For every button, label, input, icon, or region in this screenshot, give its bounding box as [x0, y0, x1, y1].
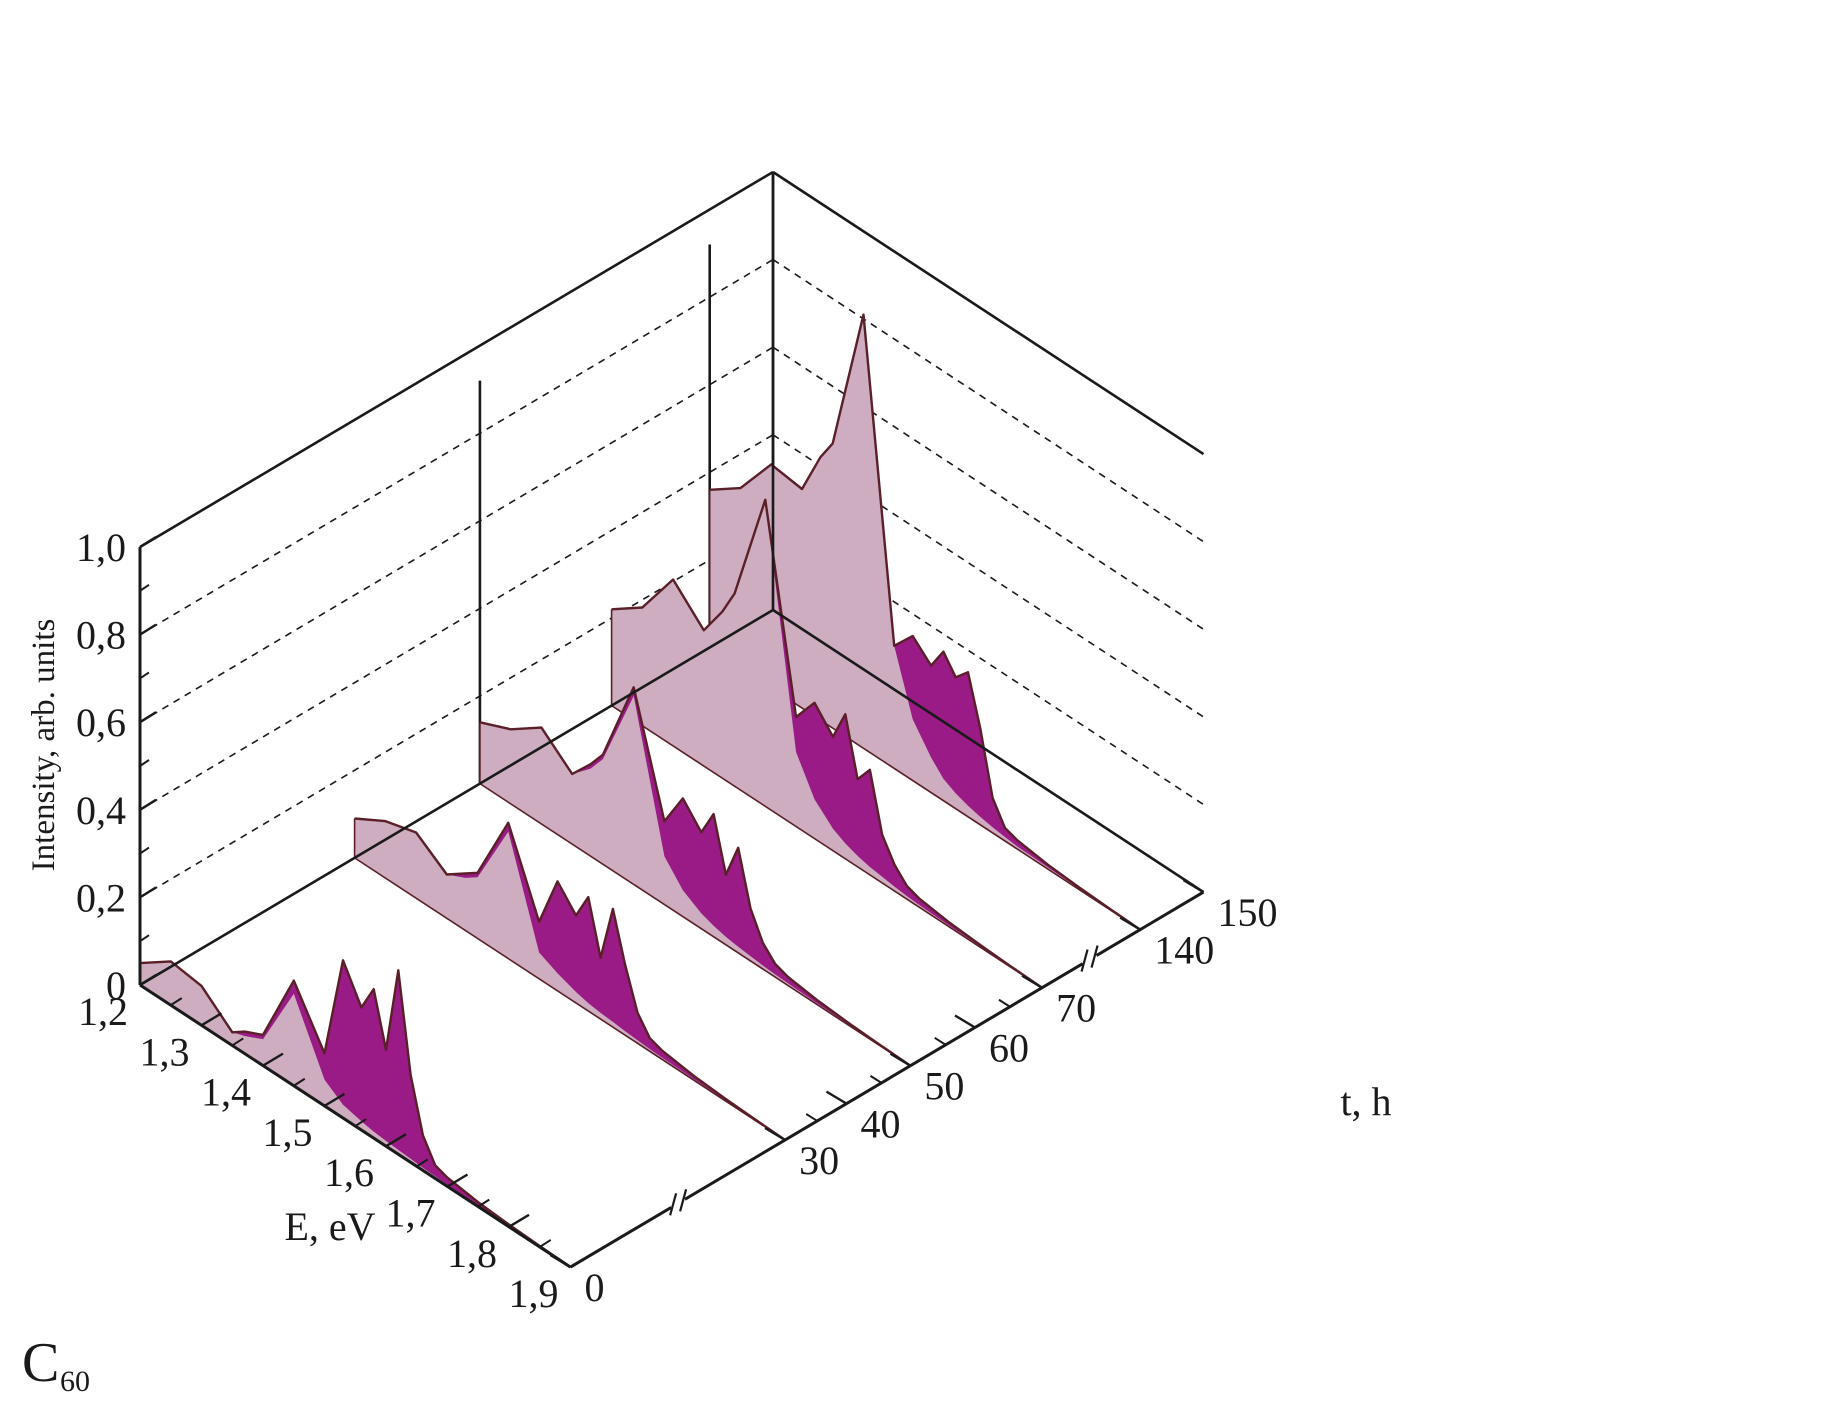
z-tick	[889, 1052, 912, 1067]
x-tick	[262, 1052, 284, 1067]
x-minor-tick	[354, 1118, 367, 1127]
z-minor-tick	[805, 1113, 818, 1122]
series-baseline	[354, 857, 786, 1141]
x-minor-tick	[170, 997, 183, 1006]
series-baseline	[611, 704, 1043, 989]
y-minor-tick	[139, 846, 150, 855]
y-minor-tick	[139, 759, 150, 767]
x-minor-tick	[477, 1198, 490, 1208]
x-tick	[385, 1133, 407, 1148]
compound-subscript: 60	[60, 1365, 90, 1398]
series-line	[611, 498, 1043, 989]
x-axis-title: E, eV	[284, 1204, 375, 1249]
series-line	[139, 959, 572, 1269]
y-tick-label: 0,8	[76, 613, 126, 658]
x-tick	[139, 971, 161, 987]
x-tick-label: 1,6	[324, 1150, 374, 1195]
z-tick-label: 40	[860, 1102, 900, 1147]
gridline	[139, 346, 774, 723]
z-minor-tick	[869, 1075, 882, 1084]
z-tick	[549, 1254, 572, 1269]
y-tick-label: 0,6	[76, 700, 126, 745]
y-tick-label: 0	[106, 963, 126, 1008]
rear-floor-edge	[772, 608, 1205, 894]
x-tick-label: 1,2	[78, 989, 128, 1034]
x-tick-label: 1,9	[509, 1271, 559, 1316]
axis-break-gap	[665, 1188, 691, 1217]
x-minor-tick	[231, 1037, 244, 1047]
z-axis-title: t, h	[1340, 1079, 1391, 1124]
z-tick-label: 60	[989, 1025, 1029, 1070]
y-minor-tick	[139, 934, 150, 943]
series-line	[709, 313, 1141, 931]
chart-series	[139, 313, 1141, 1269]
z-tick	[954, 1014, 976, 1029]
axis-break-mark	[1080, 945, 1099, 972]
x-minor-tick	[416, 1158, 429, 1168]
series-envelope-area	[479, 696, 911, 1066]
z-tick-label: 50	[924, 1064, 964, 1109]
z-axis-line	[569, 890, 1205, 1269]
series-envelope-area	[354, 818, 786, 1140]
x-tick-label: 1,7	[386, 1191, 436, 1236]
y-tick-label: 1,0	[76, 525, 126, 570]
x-minor-tick	[539, 1239, 552, 1248]
y-axis-title: Intensity, arb. units	[26, 619, 62, 872]
z-tick	[764, 1126, 786, 1142]
rear-wall-top-edge	[772, 170, 1205, 456]
z-tick-label: 140	[1154, 928, 1214, 973]
gridline	[139, 434, 774, 811]
y-tick	[139, 711, 157, 724]
x-tick-label: 1,5	[263, 1110, 313, 1155]
x-tick-label: 1,4	[201, 1070, 251, 1115]
axis-break-gap	[1076, 945, 1102, 973]
series-line	[354, 817, 786, 1141]
y-tick-label: 0,4	[76, 788, 126, 833]
x-tick	[200, 1012, 223, 1027]
series-envelope-area	[611, 499, 1043, 988]
z-tick	[1182, 879, 1205, 894]
x-tick-label: 1,3	[140, 1029, 190, 1074]
y-tick-label: 0,2	[76, 875, 126, 920]
y-tick	[139, 798, 157, 811]
axis-break-mark	[669, 1189, 688, 1216]
z-tick-label: 150	[1218, 890, 1278, 935]
x-tick	[323, 1092, 346, 1107]
z-tick-label: 70	[1056, 986, 1096, 1031]
y-tick	[139, 623, 157, 636]
chart-gridlines	[139, 258, 1204, 899]
y-minor-tick	[139, 671, 150, 680]
z-tick	[1021, 974, 1043, 989]
gridline	[139, 258, 774, 636]
y-minor-tick	[139, 583, 150, 592]
z-tick	[1119, 916, 1141, 931]
z-minor-tick	[934, 1036, 947, 1046]
z-minor-tick	[998, 998, 1011, 1008]
compound-symbol: C	[22, 1332, 59, 1394]
chart-ticks: 0 0,2 0,4 0,6 0,8 1,0 1,2 1,31,4 1,51,6 1,71,8 1,9…	[76, 525, 1278, 1316]
z-tick	[825, 1090, 848, 1105]
floor-back-edge	[139, 608, 774, 987]
x-tick-label: 1,8	[447, 1231, 497, 1276]
back-wall-top-edge	[139, 170, 774, 549]
y-tick	[139, 886, 157, 899]
series-line	[479, 686, 912, 1067]
compound-label: C 60	[22, 1332, 90, 1398]
x-tick	[508, 1213, 530, 1228]
z-tick-label: 30	[799, 1138, 839, 1183]
z-tick-label: 0	[585, 1265, 605, 1310]
y-tick	[139, 535, 157, 549]
x-tick	[569, 1254, 592, 1269]
series-baseline	[479, 782, 911, 1067]
x-minor-tick	[293, 1077, 306, 1087]
x-tick	[446, 1173, 469, 1188]
series-envelope-area	[709, 314, 1141, 930]
series-envelope-area	[140, 961, 571, 1268]
